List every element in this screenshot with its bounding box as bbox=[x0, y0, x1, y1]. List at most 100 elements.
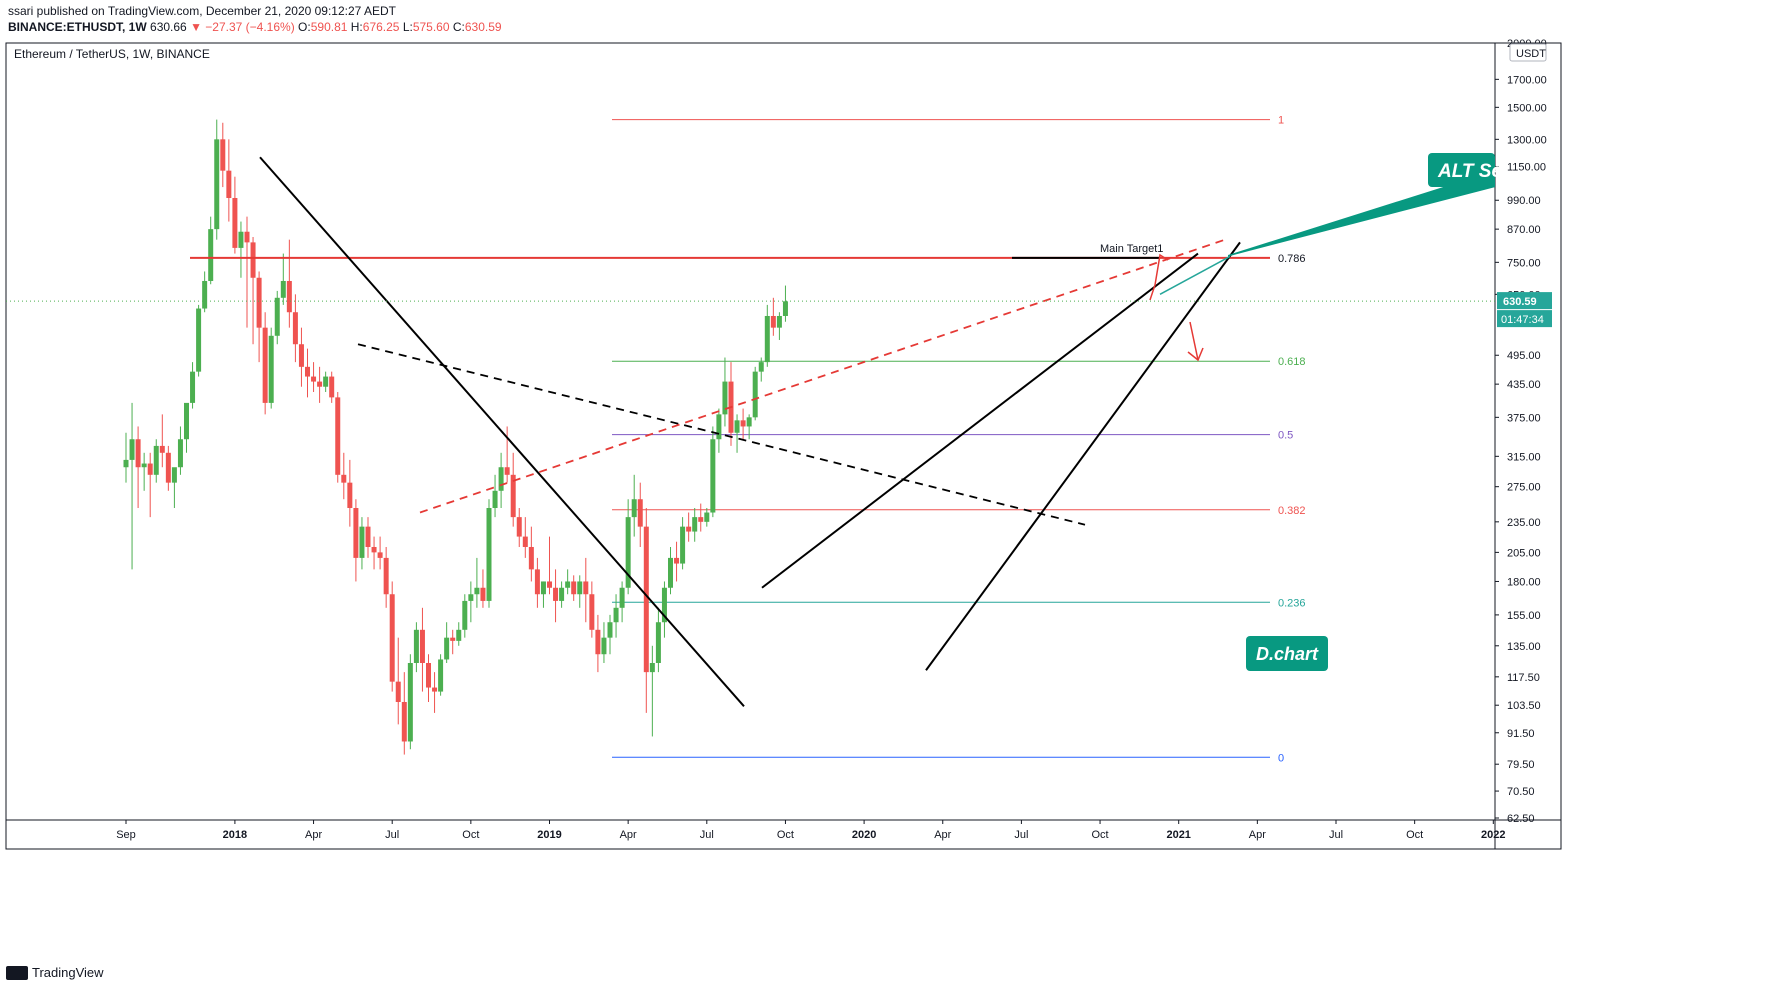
x-tick-label: Apr bbox=[305, 829, 322, 841]
candle-body bbox=[438, 659, 444, 692]
candle-body bbox=[540, 581, 546, 595]
currency-label: USDT bbox=[1516, 48, 1546, 60]
x-tick-label: Oct bbox=[1091, 829, 1108, 841]
x-tick-label: 2021 bbox=[1166, 829, 1190, 841]
y-tick-label: 990.00 bbox=[1507, 195, 1541, 207]
candle-body bbox=[426, 663, 431, 688]
candle-body bbox=[323, 376, 329, 387]
candle-body bbox=[680, 526, 686, 564]
candle-body bbox=[250, 242, 256, 278]
candle-body bbox=[359, 526, 365, 558]
low-value: 575.60 bbox=[412, 20, 450, 34]
candle-body bbox=[746, 417, 752, 427]
candle-body bbox=[123, 459, 129, 468]
candle-body bbox=[758, 362, 764, 372]
candle-body bbox=[776, 315, 782, 328]
candle-body bbox=[655, 622, 661, 663]
candle-body bbox=[740, 420, 746, 427]
chart-frame bbox=[5, 42, 1562, 850]
tradingview-footer[interactable]: TradingView bbox=[6, 965, 104, 980]
candle-body bbox=[171, 467, 177, 483]
candle-body bbox=[516, 517, 522, 537]
x-tick-label: Oct bbox=[1406, 829, 1423, 841]
candle-body bbox=[498, 467, 504, 491]
down-arrow-icon: ▼ bbox=[190, 20, 202, 34]
candle-body bbox=[553, 587, 559, 601]
high-value: 676.25 bbox=[362, 20, 400, 34]
alt-label-box bbox=[1428, 153, 1495, 187]
candle-body bbox=[456, 629, 462, 641]
price-labels: 630.59 01:47:34 bbox=[6, 292, 1552, 328]
candle-body bbox=[280, 280, 286, 298]
candle-body bbox=[722, 381, 728, 415]
candle-body bbox=[571, 581, 577, 595]
candle-body bbox=[226, 170, 232, 198]
candle-body bbox=[504, 467, 510, 475]
symbol-label: BINANCE:ETHUSDT, 1W bbox=[8, 20, 147, 34]
candle-body bbox=[625, 517, 631, 588]
fib-level-label: 0.786 bbox=[1278, 253, 1306, 265]
y-tick-label: 275.00 bbox=[1507, 482, 1541, 494]
fib-level-label: 0.618 bbox=[1278, 356, 1306, 368]
candle-body bbox=[764, 315, 770, 363]
candle-body bbox=[692, 517, 698, 532]
candle-body bbox=[559, 587, 565, 601]
y-tick-label: 1500.00 bbox=[1507, 102, 1547, 114]
candle-body bbox=[432, 687, 438, 692]
currency-box bbox=[1509, 43, 1547, 62]
y-tick-label: 155.00 bbox=[1507, 610, 1541, 622]
candle-body bbox=[734, 420, 740, 433]
candle-body bbox=[353, 508, 359, 558]
candle-body bbox=[419, 629, 425, 663]
last-price: 630.66 bbox=[150, 20, 187, 34]
candle-body bbox=[486, 508, 492, 601]
candle-body bbox=[674, 557, 680, 564]
alt-label-text: ALT Se bbox=[1437, 161, 1502, 182]
candle-body bbox=[444, 637, 450, 660]
candle-body bbox=[377, 552, 383, 558]
candle-body bbox=[298, 344, 304, 367]
fib-retracement: 1 0.786 0.618 0.5 0.382 0.236 0 bbox=[612, 115, 1306, 764]
candle-body bbox=[698, 517, 704, 522]
candle-body bbox=[395, 681, 401, 702]
candle-body bbox=[668, 557, 673, 588]
candle-body bbox=[595, 629, 601, 655]
candle-body bbox=[601, 637, 607, 655]
candle-body bbox=[268, 335, 274, 403]
candle-body bbox=[716, 414, 722, 440]
y-tick-label: 135.00 bbox=[1507, 641, 1541, 653]
candle-body bbox=[468, 594, 474, 601]
last-price-label: 630.59 bbox=[1503, 296, 1537, 308]
down-arrow-stem bbox=[1189, 321, 1199, 361]
candle-body bbox=[190, 371, 196, 403]
tradingview-logo-icon bbox=[6, 965, 28, 980]
candle-body bbox=[286, 280, 292, 313]
candle-body bbox=[534, 569, 540, 595]
candle-body bbox=[129, 439, 135, 460]
open-label: O: bbox=[298, 20, 311, 34]
candle-body bbox=[383, 557, 389, 595]
channel-upper-line bbox=[761, 252, 1199, 589]
candle-body bbox=[135, 439, 141, 468]
candle-body bbox=[589, 594, 595, 630]
candle-body bbox=[184, 402, 189, 440]
y-tick-label: 180.00 bbox=[1507, 576, 1541, 588]
candle-body bbox=[607, 622, 613, 638]
candle-body bbox=[462, 600, 468, 630]
x-tick-label: 2022 bbox=[1481, 829, 1505, 841]
x-tick-label: Jul bbox=[700, 829, 714, 841]
y-tick-label: 62.50 bbox=[1507, 813, 1535, 825]
candle-body bbox=[649, 663, 655, 673]
candle-body bbox=[329, 376, 335, 398]
alt-scenario-arrow bbox=[1228, 170, 1495, 257]
candle-body bbox=[238, 231, 244, 248]
time-axis: Sep 2018 Apr Jul Oct 2019 Apr Jul Oct 2020 Apr Jul O… bbox=[116, 820, 1506, 841]
candle-body bbox=[159, 445, 165, 453]
dchart-text: D.chart bbox=[1256, 644, 1319, 664]
candle-body bbox=[480, 587, 486, 601]
y-tick-label: 375.00 bbox=[1507, 412, 1541, 424]
x-tick-label: 2020 bbox=[852, 829, 876, 841]
candle-body bbox=[208, 229, 214, 281]
candle-body bbox=[147, 463, 153, 475]
